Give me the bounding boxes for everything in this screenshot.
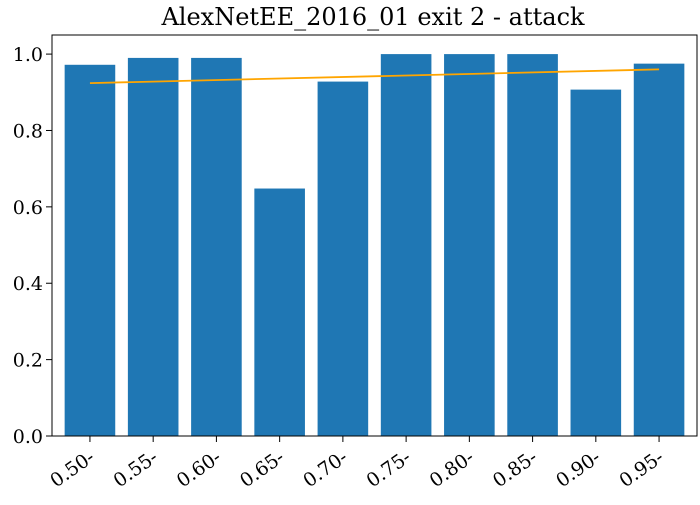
x-tick-label: 0.80-	[426, 446, 479, 492]
bars-group	[64, 54, 685, 437]
y-tick-label: 0.6	[13, 197, 43, 219]
bar-085	[507, 54, 558, 436]
x-tick-label: 0.70-	[299, 446, 352, 492]
bar-075	[380, 54, 432, 436]
bar-070	[317, 81, 369, 436]
x-tick-label: 0.60-	[173, 446, 226, 492]
chart-title: AlexNetEE_2016_01 exit 2 - attack	[160, 3, 585, 31]
x-tick-label: 0.75-	[362, 446, 415, 492]
x-tick-label: 0.50-	[46, 446, 99, 492]
y-tick-label: 0.4	[13, 273, 43, 295]
trend-line	[89, 68, 660, 85]
bar-060	[191, 57, 242, 436]
bar-050	[64, 64, 116, 436]
y-axis: 0.0 0.2 0.4 0.6 0.8 1.0	[13, 44, 52, 448]
bar-080	[444, 54, 495, 436]
bar-065	[254, 188, 305, 436]
x-tick-label: 0.65-	[236, 446, 289, 492]
y-tick-label: 1.0	[13, 44, 43, 66]
x-axis: 0.50- 0.55- 0.60- 0.65- 0.70- 0.75- 0.80- 0.85-…	[46, 436, 668, 492]
bar-090	[570, 89, 622, 437]
x-tick-label: 0.90-	[552, 446, 605, 492]
bar-095	[633, 63, 685, 436]
y-tick-label: 0.8	[13, 120, 43, 142]
y-tick-label: 0.0	[13, 426, 43, 448]
x-tick-label: 0.55-	[110, 446, 163, 492]
plot-frame	[51, 34, 698, 437]
x-tick-label: 0.85-	[489, 446, 542, 492]
x-tick-label: 0.95-	[615, 446, 668, 492]
y-tick-label: 0.2	[13, 350, 43, 372]
bar-055	[127, 57, 179, 436]
